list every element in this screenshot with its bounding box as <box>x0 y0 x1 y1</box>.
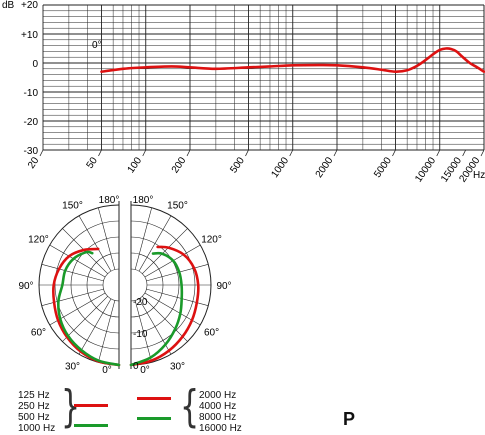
legend: 125 Hz 250 Hz 500 Hz 1000 Hz } } 2000 Hz… <box>0 381 485 435</box>
legend-label: 125 Hz <box>18 390 50 401</box>
legend-line-red-right <box>137 397 171 400</box>
polar-spoke <box>78 215 112 272</box>
polar-ring <box>102 268 120 302</box>
polar-angle-label: 120° <box>201 235 222 246</box>
x-tick-mark <box>436 149 441 157</box>
frequency-grid <box>39 4 485 157</box>
polar-pattern-chart: 180° 180° 150° 150° 120° 120° 90° 90° 60° 60° 30° 3… <box>18 195 231 376</box>
polar-spoke <box>98 300 116 363</box>
polar-spoke <box>41 264 104 282</box>
polar-angle-label: 0° <box>102 365 112 376</box>
polar-angle-label: 60° <box>204 328 219 339</box>
legend-brace-left: } <box>61 381 81 433</box>
polar-pattern-line <box>51 247 121 367</box>
polar-spoke <box>62 228 108 274</box>
angle-annotation: 0° <box>92 40 102 51</box>
x-axis-label: Hz <box>473 170 485 181</box>
y-tick-label: +10 <box>21 30 38 41</box>
polar-pattern-line <box>129 245 200 367</box>
legend-label: 2000 Hz <box>199 390 237 401</box>
legend-line-green-left <box>74 424 108 427</box>
frequency-response-line <box>100 47 485 74</box>
legend-label: 8000 Hz <box>199 412 237 423</box>
x-tick-label: 500 <box>228 155 247 175</box>
frequency-response-chart: +20 +10 0 -10 -20 -30 20 50 100 200 500 1000 2000 50… <box>2 0 485 185</box>
polar-spoke <box>78 298 112 355</box>
legend-label: 250 Hz <box>18 401 50 412</box>
polar-spoke <box>142 228 188 274</box>
polar-angle-label: 30° <box>65 362 80 373</box>
x-tick-label: 5000 <box>372 155 394 180</box>
polar-angle-label: 90° <box>18 281 33 292</box>
x-tick-label: 100 <box>126 155 145 175</box>
frequency-y-ticks: +20 +10 0 -10 -20 -30 <box>21 0 38 157</box>
legend-label: 4000 Hz <box>199 401 237 412</box>
x-tick-mark <box>39 149 44 157</box>
polar-pattern-line <box>57 250 121 367</box>
y-axis-label: dB <box>2 0 15 11</box>
x-tick-mark <box>245 149 249 157</box>
polar-spoke <box>142 296 188 342</box>
x-tick-mark <box>333 149 338 157</box>
polar-angle-label: 60° <box>31 328 46 339</box>
polar-angle-label: 180° <box>99 195 120 206</box>
y-tick-label: -10 <box>24 88 39 99</box>
x-tick-mark <box>98 149 102 157</box>
polar-spoke <box>138 215 172 272</box>
x-tick-label: 20 <box>26 155 42 171</box>
x-tick-mark <box>142 149 147 157</box>
x-tick-label: 1000 <box>269 155 291 180</box>
polar-labels: 180° 180° 150° 150° 120° 120° 90° 90° 60° 60° 30° 3… <box>18 195 231 376</box>
x-tick-label: 200 <box>170 155 189 175</box>
y-tick-label: 0 <box>32 59 38 70</box>
polar-angle-label: 120° <box>28 235 49 246</box>
frequency-series-group <box>100 47 485 74</box>
legend-line-green-right <box>137 417 171 420</box>
polar-angle-label: 150° <box>62 200 83 211</box>
legend-brace-right: } <box>180 381 200 433</box>
x-tick-mark <box>392 149 396 157</box>
polar-spoke <box>98 207 116 270</box>
x-tick-label: 50 <box>85 155 101 171</box>
polar-angle-label: 0° <box>140 365 150 376</box>
polar-pattern-line <box>129 251 184 367</box>
x-tick-mark <box>289 149 294 157</box>
polar-angle-label: 150° <box>167 200 188 211</box>
x-tick-mark <box>186 149 191 157</box>
polar-angle-label: 180° <box>133 195 154 206</box>
polar-grid <box>38 201 212 369</box>
y-tick-label: -30 <box>24 146 39 157</box>
polar-angle-label: 30° <box>170 362 185 373</box>
polar-radial-label: 0 <box>133 361 139 372</box>
legend-line-red-left <box>74 404 108 407</box>
x-tick-mark <box>462 149 466 157</box>
x-tick-label: 10000 <box>413 155 438 184</box>
x-tick-mark <box>480 149 485 157</box>
polar-angle-label: 90° <box>216 281 231 292</box>
polar-spoke <box>146 264 209 282</box>
pattern-letter: P <box>343 409 356 429</box>
y-tick-label: +20 <box>21 0 38 11</box>
x-tick-label: 2000 <box>314 155 336 180</box>
legend-label: 500 Hz <box>18 412 50 423</box>
polar-spoke <box>62 296 108 342</box>
polar-radial-label: -10 <box>133 329 148 340</box>
legend-label: 1000 Hz <box>18 423 56 434</box>
y-tick-label: -20 <box>24 117 39 128</box>
legend-label: 16000 Hz <box>199 423 242 434</box>
polar-series-group <box>51 245 200 367</box>
polar-spoke <box>41 288 104 306</box>
polar-spoke <box>49 244 106 278</box>
polar-spoke <box>134 207 152 270</box>
polar-spoke <box>134 300 152 363</box>
polar-radial-label: -20 <box>133 297 148 308</box>
